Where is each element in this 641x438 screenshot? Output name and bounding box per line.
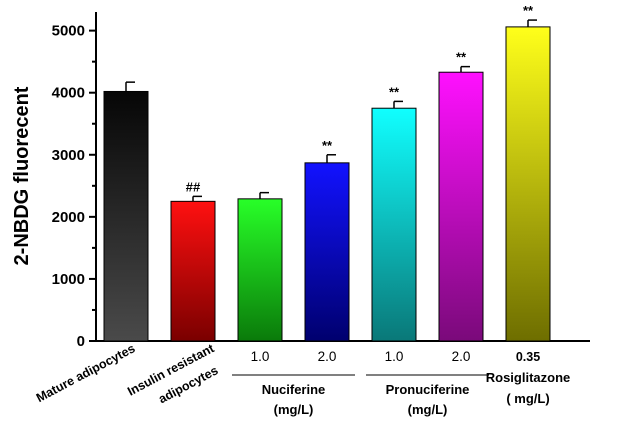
dose-label: 0.35	[516, 350, 540, 364]
y-axis-label: 2-NBDG fluorecent	[11, 86, 33, 265]
y-tick-label: 5000	[52, 23, 85, 40]
bar	[505, 26, 551, 342]
bar	[170, 200, 216, 342]
y-tick-label: 0	[77, 333, 85, 350]
dose-label: 2.0	[318, 349, 337, 364]
bar	[371, 107, 417, 342]
group-label: Pronuciferine	[386, 382, 470, 397]
significance-label: **	[389, 84, 400, 99]
group-label: Nuciferine	[262, 382, 326, 397]
dose-label: 1.0	[251, 349, 270, 364]
bar	[237, 198, 283, 342]
y-tick-label: 2000	[52, 209, 85, 226]
significance-label: **	[322, 138, 333, 153]
bar	[103, 90, 149, 342]
bar	[438, 71, 484, 342]
bar	[304, 162, 350, 342]
y-tick-label: 1000	[52, 271, 85, 288]
significance-label: **	[456, 50, 467, 65]
significance-label: ##	[186, 179, 201, 194]
group-label: Rosiglitazone	[486, 370, 571, 385]
group-unit: ( mg/L)	[506, 391, 549, 406]
group-unit: (mg/L)	[408, 402, 448, 417]
category-label: Mature adipocytes	[34, 341, 138, 405]
dose-label: 1.0	[385, 349, 404, 364]
y-tick-label: 4000	[52, 85, 85, 102]
group-unit: (mg/L)	[274, 402, 314, 417]
significance-label: **	[523, 3, 534, 18]
dose-label: 2.0	[452, 349, 471, 364]
y-tick-label: 3000	[52, 147, 85, 164]
